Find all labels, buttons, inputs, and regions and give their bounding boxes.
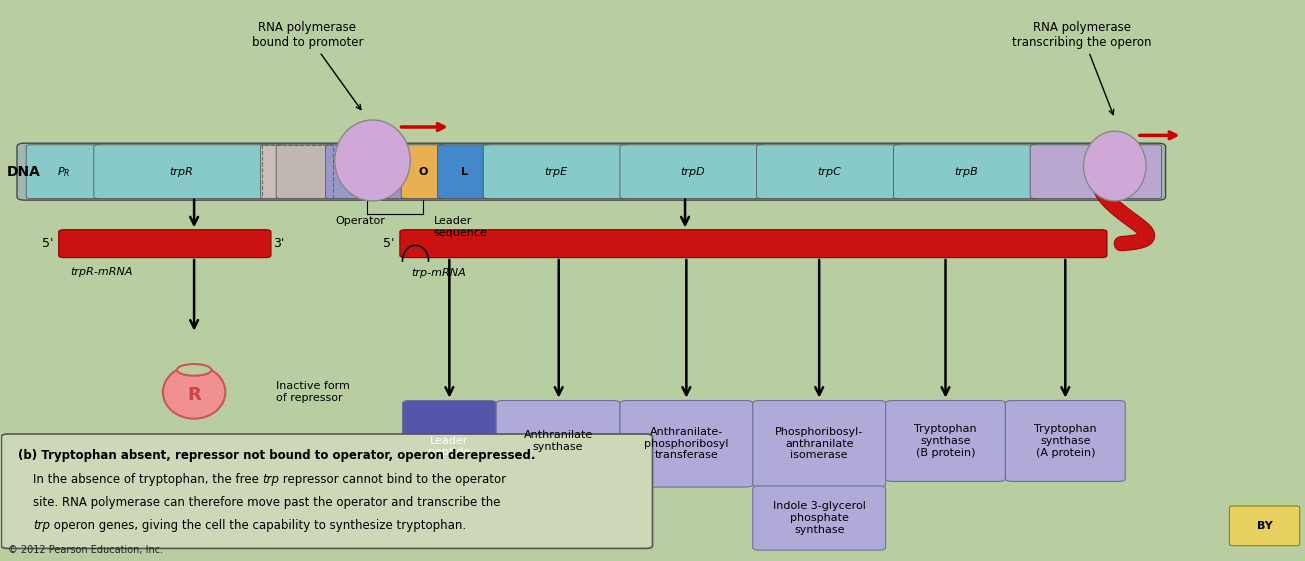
Text: trpB: trpB (954, 167, 977, 177)
Text: Phosphoribosyl-
anthranilate
isomerase: Phosphoribosyl- anthranilate isomerase (775, 427, 864, 461)
Text: Indole 3-glycerol
phosphate
synthase: Indole 3-glycerol phosphate synthase (773, 502, 865, 535)
Text: trpR: trpR (170, 167, 193, 177)
Text: trp: trp (262, 472, 279, 485)
Ellipse shape (177, 364, 211, 376)
Text: trpE: trpE (544, 167, 568, 177)
Bar (262, 145, 334, 198)
Text: site. RNA polymerase can therefore move past the operator and transcribe the: site. RNA polymerase can therefore move … (18, 496, 501, 509)
Ellipse shape (1083, 131, 1146, 201)
Text: Tryptophan
synthase
(A protein): Tryptophan synthase (A protein) (1034, 424, 1096, 458)
Text: trp: trp (34, 519, 51, 532)
FancyBboxPatch shape (483, 145, 628, 199)
Ellipse shape (163, 366, 226, 419)
FancyBboxPatch shape (402, 401, 496, 493)
Text: DNA: DNA (7, 164, 40, 178)
Text: $P_{trp}$: $P_{trp}$ (358, 163, 377, 180)
Text: L: L (461, 167, 467, 177)
Text: BY: BY (1257, 521, 1272, 531)
Text: Operator: Operator (335, 217, 386, 226)
FancyBboxPatch shape (757, 145, 902, 199)
Text: Anthranilate
synthase: Anthranilate synthase (523, 430, 592, 452)
FancyBboxPatch shape (399, 229, 1107, 257)
FancyBboxPatch shape (496, 401, 620, 481)
Text: Leader
peptide: Leader peptide (428, 436, 471, 457)
FancyBboxPatch shape (620, 401, 753, 487)
FancyBboxPatch shape (620, 145, 765, 199)
Text: trp-mRNA: trp-mRNA (411, 268, 466, 278)
Text: Inactive form
of repressor: Inactive form of repressor (277, 381, 350, 403)
FancyBboxPatch shape (94, 145, 269, 199)
Text: O: O (419, 167, 428, 177)
Text: 3': 3' (274, 237, 284, 250)
Text: 5': 5' (384, 237, 394, 250)
FancyBboxPatch shape (261, 145, 284, 199)
FancyBboxPatch shape (1, 434, 652, 549)
Text: Tryptophan
synthase
(B protein): Tryptophan synthase (B protein) (915, 424, 977, 458)
Text: trpD: trpD (680, 167, 705, 177)
FancyBboxPatch shape (17, 143, 1165, 200)
Text: (b) Tryptophan absent, repressor not bound to operator, operon derepressed.: (b) Tryptophan absent, repressor not bou… (18, 449, 536, 462)
FancyBboxPatch shape (1005, 401, 1125, 481)
FancyBboxPatch shape (437, 145, 491, 199)
Text: Anthranilate-
phosphoribosyl
transferase: Anthranilate- phosphoribosyl transferase (645, 427, 728, 461)
Text: 5': 5' (42, 237, 54, 250)
Text: In the absence of tryptophan, the free: In the absence of tryptophan, the free (18, 472, 262, 485)
Text: trpR-mRNA: trpR-mRNA (70, 266, 133, 277)
Text: trpC: trpC (817, 167, 840, 177)
FancyBboxPatch shape (59, 229, 271, 257)
Text: $P_R$: $P_R$ (57, 165, 70, 178)
FancyBboxPatch shape (753, 401, 886, 487)
Ellipse shape (335, 120, 410, 201)
Text: repressor cannot bind to the operator: repressor cannot bind to the operator (279, 472, 506, 485)
FancyBboxPatch shape (1229, 506, 1300, 546)
FancyBboxPatch shape (277, 145, 334, 199)
Text: trpA: trpA (1084, 167, 1108, 177)
Text: RNA polymerase
bound to promoter: RNA polymerase bound to promoter (252, 21, 363, 109)
FancyBboxPatch shape (1030, 145, 1161, 199)
FancyBboxPatch shape (401, 145, 445, 199)
Text: R: R (187, 386, 201, 404)
FancyBboxPatch shape (886, 401, 1005, 481)
FancyBboxPatch shape (894, 145, 1037, 199)
FancyBboxPatch shape (753, 486, 886, 550)
Text: operon genes, giving the cell the capability to synthesize tryptophan.: operon genes, giving the cell the capabi… (51, 519, 466, 532)
Text: RNA polymerase
transcribing the operon: RNA polymerase transcribing the operon (1013, 21, 1152, 114)
Text: © 2012 Pearson Education, Inc.: © 2012 Pearson Education, Inc. (8, 545, 163, 555)
FancyBboxPatch shape (326, 145, 408, 199)
FancyBboxPatch shape (26, 145, 102, 199)
Text: Leader
sequence: Leader sequence (433, 217, 488, 238)
